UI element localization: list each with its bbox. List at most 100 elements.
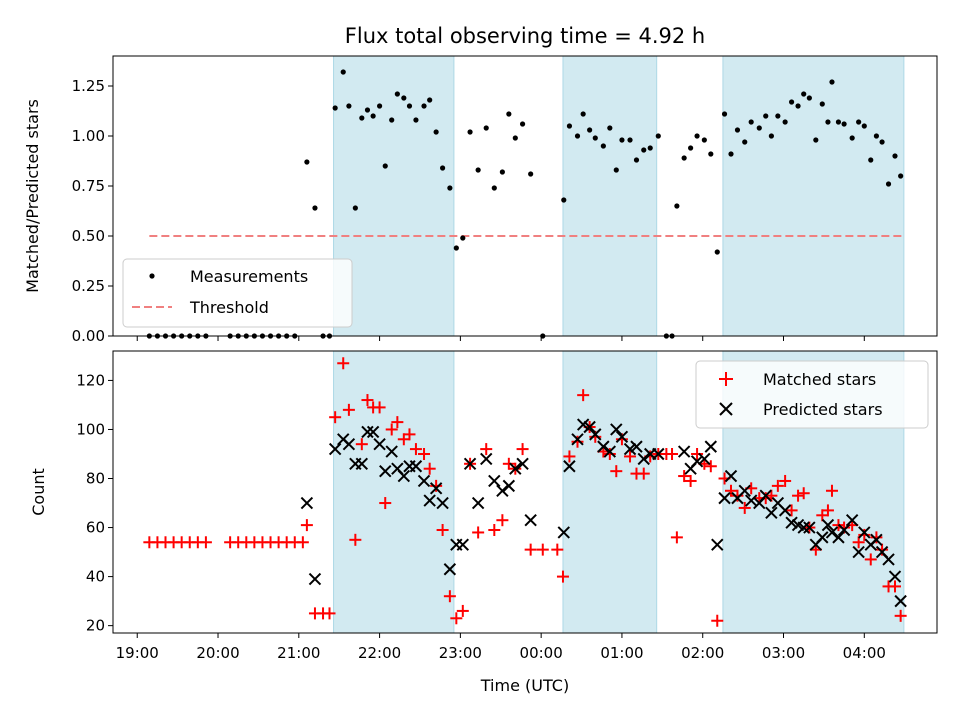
matched-star-point: [502, 457, 515, 470]
predicted-star-stroke: [342, 437, 356, 451]
measurement-point: [763, 113, 769, 119]
measurement-point: [885, 181, 892, 187]
measurement-point: [728, 151, 734, 157]
measurement-point: [841, 121, 847, 127]
top-observing-window: [562, 55, 658, 337]
measurement-point: [694, 133, 700, 139]
matched-star-point: [825, 484, 838, 497]
measurement-point: [332, 105, 338, 111]
matched-star-point: [797, 487, 810, 500]
predicted-star-stroke: [524, 513, 537, 527]
predicted-star-stroke: [765, 506, 778, 520]
predicted-star-point: [328, 442, 342, 456]
matched-star-point: [563, 450, 576, 463]
predicted-star-stroke: [778, 504, 792, 517]
x-tick-label: 03:00: [762, 644, 805, 662]
matched-star-point: [373, 401, 386, 414]
bottom-y-axis: 20 40 60 80 100 120: [76, 371, 113, 635]
predicted-star-stroke: [391, 462, 404, 475]
measurement-point: [440, 165, 446, 171]
measurement-point: [467, 129, 473, 135]
measurement-point: [674, 203, 680, 209]
matched-star-point: [684, 474, 697, 487]
measurement-point: [795, 103, 801, 109]
predicted-star-point: [845, 513, 859, 527]
predicted-star-stroke: [875, 545, 889, 559]
measurement-point: [825, 119, 831, 125]
predicted-star-point: [803, 521, 816, 534]
x-tick-label: 02:00: [681, 644, 724, 662]
predicted-star-stroke: [597, 440, 610, 453]
measurement-point: [647, 145, 653, 151]
legend-measurements-marker: [149, 273, 155, 279]
predicted-star-point: [677, 445, 691, 458]
measurement-point: [433, 129, 439, 135]
matched-star-point: [323, 607, 336, 620]
matched-star-point: [379, 497, 392, 510]
bottom-panel: 20 40 60 80 100 120 19:00 20:00 21:00 22:00 23:00…: [29, 350, 938, 695]
y-tick-label: 0.25: [72, 277, 105, 295]
predicted-star-point: [744, 494, 758, 507]
predicted-star-stroke: [397, 469, 411, 483]
predicted-star-point: [443, 563, 457, 576]
predicted-star-point: [417, 474, 431, 488]
measurement-point: [382, 163, 388, 169]
matched-star-point: [300, 519, 313, 532]
x-tick-label: 01:00: [600, 644, 643, 662]
matched-star-point: [603, 447, 616, 460]
top-observing-window: [722, 55, 905, 337]
measurement-point: [580, 111, 586, 117]
predicted-star-stroke: [373, 437, 386, 451]
measurement-point: [829, 79, 835, 85]
matched-star-point: [556, 570, 569, 583]
measurement-point: [401, 95, 407, 101]
measurement-point: [688, 145, 694, 151]
measurement-point: [587, 127, 593, 133]
y-tick-label: 1.00: [72, 127, 105, 145]
measurement-point: [413, 117, 419, 123]
predicted-star-stroke: [366, 425, 380, 439]
legend-matched-marker: [719, 372, 733, 386]
predicted-star-point: [724, 469, 738, 483]
x-tick-label: 21:00: [277, 644, 320, 662]
measurement-point: [346, 103, 352, 109]
measurement-point: [879, 139, 885, 145]
predicted-star-point: [597, 440, 610, 453]
matched-star-point: [888, 580, 901, 593]
predicted-star-point: [409, 460, 423, 473]
chart-title: Flux total observing time = 4.92 h: [345, 24, 705, 48]
predicted-star-stroke: [576, 418, 590, 431]
measurement-point: [519, 121, 526, 127]
measurement-point: [512, 135, 518, 141]
predicted-star-stroke: [832, 531, 845, 544]
matched-star-point: [670, 531, 683, 544]
measurement-point: [641, 147, 647, 153]
predicted-star-point: [765, 506, 778, 520]
predicted-star-stroke: [502, 479, 516, 493]
predicted-star-stroke: [821, 518, 835, 532]
predicted-star-stroke: [563, 460, 576, 473]
predicted-star-stroke: [894, 594, 907, 608]
predicted-star-point: [690, 455, 704, 468]
bottom-observing-window: [333, 350, 455, 634]
predicted-star-point: [436, 496, 449, 510]
predicted-star-stroke: [516, 457, 529, 471]
predicted-star-point: [342, 437, 356, 451]
y-tick-label: 1.25: [72, 77, 105, 95]
predicted-star-stroke: [852, 545, 865, 559]
legend-measurements-label: Measurements: [190, 267, 308, 286]
predicted-star-point: [456, 538, 470, 551]
measurement-point: [607, 125, 613, 131]
predicted-star-stroke: [858, 526, 871, 539]
predicted-star-point: [711, 538, 724, 551]
matched-star-point: [385, 423, 398, 436]
measurement-point: [892, 153, 898, 159]
matched-star-point: [678, 470, 691, 483]
matched-star-point: [779, 474, 792, 487]
predicted-star-point: [571, 433, 584, 446]
predicted-star-stroke: [718, 491, 731, 505]
matched-star-point: [472, 526, 485, 539]
y-tick-label: 80: [86, 470, 105, 488]
measurement-point: [768, 133, 774, 139]
